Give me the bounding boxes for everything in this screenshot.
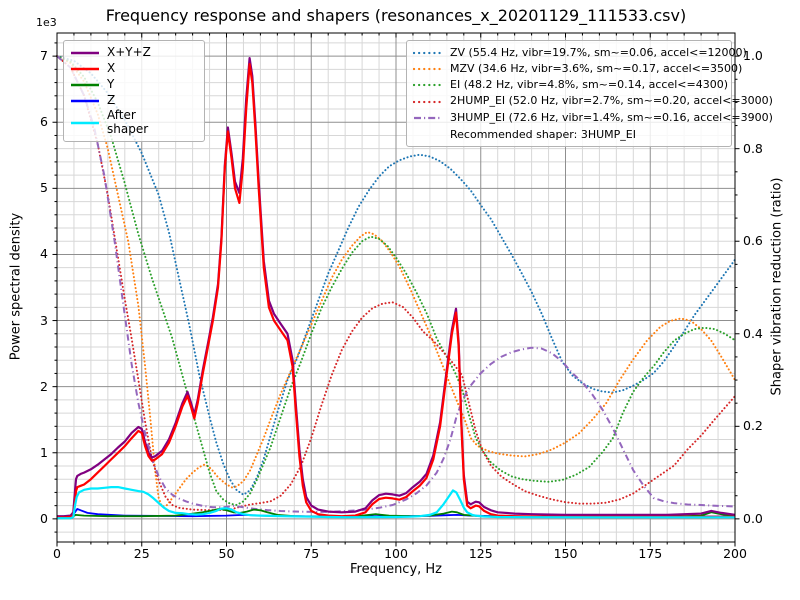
psd-legend-item: Z [70, 93, 197, 109]
psd-legend-item: Y [70, 77, 197, 93]
shaper-legend-label: MZV (34.6 Hz, vibr=3.6%, sm~=0.17, accel… [450, 61, 743, 75]
x-tick-label: 125 [468, 546, 493, 561]
x-axis-label: Frequency, Hz [349, 562, 443, 577]
x-tick-label: 175 [638, 546, 663, 561]
legend-line-sample-icon [71, 121, 99, 125]
y-right-tick-label: 0.6 [743, 233, 763, 249]
shaper-legend-item: ZV (55.4 Hz, vibr=19.7%, sm~=0.06, accel… [413, 45, 747, 61]
legend-line-sample-icon [71, 99, 99, 103]
series-ei [56, 55, 736, 506]
legend-line-sample-icon [71, 51, 99, 55]
psd-legend-item: X [70, 61, 197, 77]
x-tick-label: 50 [218, 546, 235, 561]
series-after-shaper [57, 486, 735, 520]
y-left-axis-label: Power spectral density [8, 212, 24, 361]
recommended-shaper-text: Recommended shaper: 3HUMP_EI [450, 127, 636, 141]
y-left-tick-label: 1 [40, 444, 48, 460]
series-zv [56, 55, 736, 496]
legend-line-sample-icon [413, 51, 443, 55]
x-tick-label: 150 [553, 546, 578, 561]
y-left-tick-label: 6 [40, 114, 48, 130]
y-right-tick-label: 0.8 [743, 140, 763, 156]
legend-line-sample-icon [413, 100, 443, 103]
psd-legend-label: X [107, 61, 116, 76]
y-axis-offset-text: 1e3 [36, 16, 57, 29]
psd-legend-label: X+Y+Z [107, 45, 151, 60]
shaper-legend-item: 2HUMP_EI (52.0 Hz, vibr=2.7%, sm~=0.20, … [413, 94, 773, 110]
y-left-tick-label: 0 [40, 510, 48, 526]
legend-line-sample-icon [413, 84, 443, 87]
legend-line-sample-icon [71, 67, 99, 71]
psd-legend-item: X+Y+Z [70, 45, 197, 61]
shaper-legend-label: EI (48.2 Hz, vibr=4.8%, sm~=0.14, accel<… [450, 78, 728, 92]
x-tick-label: 25 [133, 546, 150, 561]
series-x [57, 62, 735, 519]
x-tick-label: 100 [384, 546, 408, 561]
shaper-legend-item: MZV (34.6 Hz, vibr=3.6%, sm~=0.17, accel… [413, 61, 742, 77]
psd-legend-item: After shaper [70, 108, 197, 137]
psd-legend-label: After shaper [107, 108, 149, 136]
x-tick-label: 200 [723, 546, 747, 561]
shapers-legend: ZV (55.4 Hz, vibr=19.7%, sm~=0.06, accel… [406, 40, 773, 148]
psd-legend-label: Z [107, 93, 116, 108]
series-3hump-ei [56, 55, 736, 513]
series-2hump-ei [56, 55, 736, 512]
y-left-tick-label: 7 [40, 48, 48, 64]
y-left-tick-label: 3 [40, 312, 48, 328]
shaper-legend-item: 3HUMP_EI (72.6 Hz, vibr=1.4%, sm~=0.16, … [413, 110, 773, 126]
chart-title: Frequency response and shapers (resonanc… [105, 6, 687, 25]
y-left-tick-label: 2 [40, 378, 48, 394]
y-right-tick-label: 0.2 [743, 418, 763, 434]
shaper-legend-item: EI (48.2 Hz, vibr=4.8%, sm~=0.14, accel<… [413, 77, 728, 93]
y-right-tick-label: 0.0 [743, 510, 763, 526]
shaper-legend-label: ZV (55.4 Hz, vibr=19.7%, sm~=0.06, accel… [450, 45, 747, 59]
x-tick-label: 75 [303, 546, 320, 561]
psd-legend: X+Y+Z X Y Z After shaper [63, 40, 205, 142]
psd-legend-label: Y [107, 77, 115, 92]
legend-line-sample-icon [414, 116, 442, 119]
shaper-legend-label: 3HUMP_EI (72.6 Hz, vibr=1.4%, sm~=0.16, … [450, 110, 773, 124]
legend-line-sample-icon [413, 68, 443, 71]
y-left-tick-label: 5 [40, 180, 48, 196]
y-left-tick-label: 4 [40, 246, 48, 262]
y-right-axis-label: Shaper vibration reduction (ratio) [769, 177, 785, 396]
shaper-legend-label: 2HUMP_EI (52.0 Hz, vibr=2.7%, sm~=0.20, … [450, 94, 773, 108]
y-right-tick-label: 0.4 [743, 325, 763, 341]
y-right-tick-label: 1.0 [743, 48, 763, 64]
x-tick-label: 0 [53, 546, 61, 561]
legend-line-sample-icon [71, 83, 99, 87]
